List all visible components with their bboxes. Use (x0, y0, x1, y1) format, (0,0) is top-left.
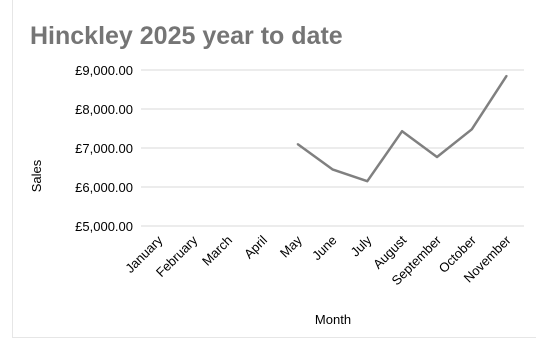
data-point (296, 143, 299, 146)
x-tick-label: June (309, 233, 340, 264)
data-point (505, 74, 508, 77)
x-tick-label: May (277, 232, 305, 260)
y-tick-label: £6,000.00 (75, 180, 133, 195)
y-tick-label: £9,000.00 (75, 63, 133, 78)
data-point (435, 155, 438, 158)
series-layer (296, 74, 508, 183)
y-tick-label: £8,000.00 (75, 102, 133, 117)
chart-title: Hinckley 2025 year to date (30, 22, 343, 50)
data-point (366, 180, 369, 183)
data-point (401, 130, 404, 133)
y-axis-ticks: £5,000.00 £6,000.00 £7,000.00 £8,000.00 £9,0… (75, 63, 133, 234)
x-tick-label: April (241, 232, 270, 261)
x-tick-label: March (199, 233, 235, 269)
gridlines (141, 69, 524, 227)
x-tick-label: July (347, 232, 374, 259)
y-axis-title: Sales (29, 159, 44, 192)
y-tick-label: £7,000.00 (75, 141, 133, 156)
data-point (331, 168, 334, 171)
x-axis-title: Month (315, 312, 351, 327)
y-tick-label: £5,000.00 (75, 219, 133, 234)
series-line (296, 75, 508, 183)
chart-frame (12, 0, 536, 338)
data-point (470, 128, 473, 131)
